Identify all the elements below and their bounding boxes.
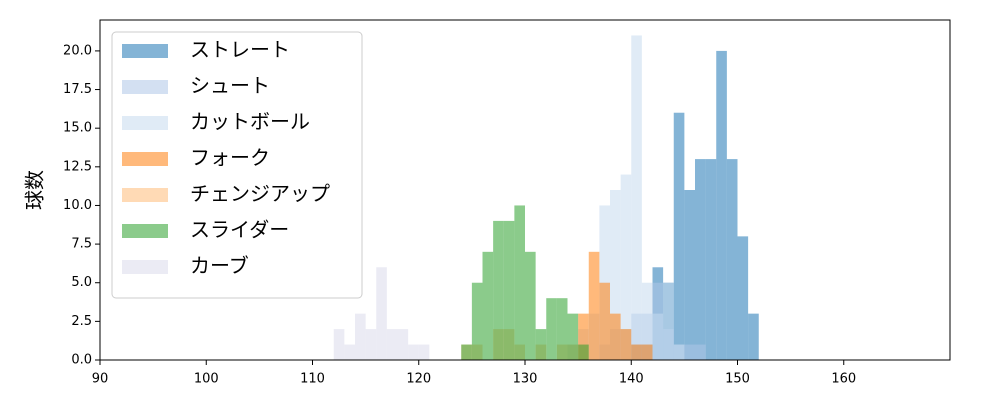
legend-swatch <box>122 188 168 202</box>
y-tick-label: 15.0 <box>63 121 92 136</box>
bar <box>344 344 355 360</box>
x-tick-label: 110 <box>300 372 325 387</box>
bar <box>748 313 759 360</box>
x-tick-label: 90 <box>92 372 109 387</box>
bar <box>365 329 377 360</box>
bar <box>397 329 409 360</box>
bar <box>610 313 621 360</box>
bar <box>631 344 642 360</box>
bar <box>599 282 610 360</box>
bar <box>620 329 632 360</box>
y-tick-label: 0.0 <box>71 353 92 368</box>
bar <box>408 344 419 360</box>
legend-label: チェンジアップ <box>190 182 330 206</box>
legend-label: カーブ <box>190 254 249 278</box>
legend-swatch <box>122 224 168 238</box>
legend-swatch <box>122 260 168 274</box>
legend-label: フォーク <box>190 146 270 170</box>
bar <box>503 220 515 360</box>
legend-label: ストレート <box>190 38 290 62</box>
legend-swatch <box>122 152 168 166</box>
bar <box>641 282 653 360</box>
bar <box>578 344 589 360</box>
y-tick-label: 17.5 <box>63 82 92 97</box>
bar <box>482 251 494 360</box>
legend-label: カットボール <box>190 110 310 134</box>
legend-swatch <box>122 116 168 130</box>
bar <box>695 344 706 360</box>
bar <box>588 251 600 360</box>
y-tick-label: 2.5 <box>71 314 92 329</box>
legend-label: スライダー <box>190 218 289 242</box>
bar <box>461 344 472 360</box>
bar <box>652 313 664 360</box>
bar <box>716 50 727 361</box>
x-tick-label: 100 <box>194 372 219 387</box>
y-tick-label: 20.0 <box>63 43 92 58</box>
bar <box>546 298 557 360</box>
bar <box>471 282 483 360</box>
bar <box>578 313 589 360</box>
bar <box>695 159 706 360</box>
bar <box>376 267 387 360</box>
bar <box>726 159 738 360</box>
bar <box>535 329 547 360</box>
bar <box>663 282 674 360</box>
bar <box>567 313 579 360</box>
bar <box>333 329 345 360</box>
bar <box>641 344 653 360</box>
bar <box>355 313 366 360</box>
legend-box <box>111 31 363 299</box>
legend-swatch <box>122 80 168 94</box>
bar <box>386 329 398 360</box>
y-axis-label: 球数 <box>23 170 47 210</box>
y-tick-label: 10.0 <box>63 198 92 213</box>
x-tick-label: 150 <box>725 372 750 387</box>
x-tick-label: 140 <box>619 372 644 387</box>
x-tick-label: 120 <box>406 372 431 387</box>
bar <box>631 35 642 361</box>
bar <box>684 344 695 360</box>
x-tick-label: 160 <box>831 372 856 387</box>
y-tick-label: 5.0 <box>71 275 92 290</box>
bar <box>673 112 685 361</box>
legend-swatch <box>122 44 168 58</box>
bar <box>514 205 525 360</box>
bar <box>493 220 504 360</box>
y-tick-label: 12.5 <box>63 159 92 174</box>
bar <box>418 344 430 360</box>
bar <box>610 190 621 360</box>
legend-label: シュート <box>190 74 270 98</box>
bar <box>737 236 749 360</box>
bar <box>673 344 685 360</box>
bar <box>684 190 695 360</box>
x-tick-label: 130 <box>513 372 538 387</box>
bar <box>525 251 536 360</box>
bar <box>556 298 568 360</box>
bar <box>705 159 717 360</box>
bar <box>620 174 632 360</box>
y-tick-label: 7.5 <box>71 237 92 252</box>
